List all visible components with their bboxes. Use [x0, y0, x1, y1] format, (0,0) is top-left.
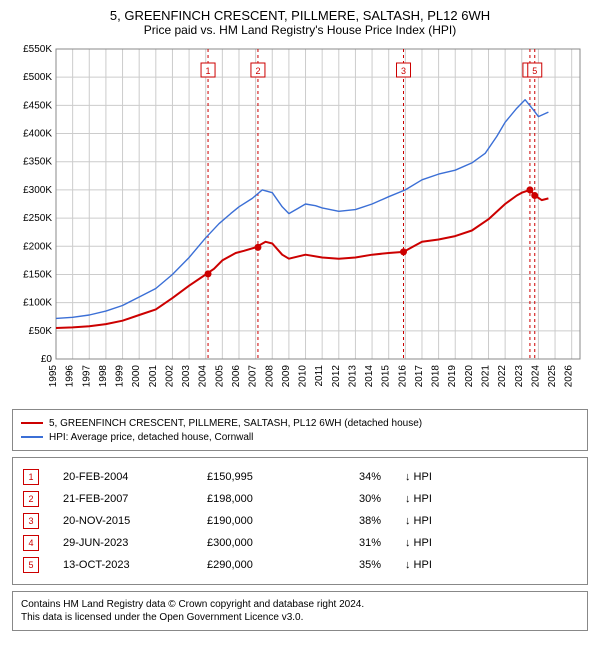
tx-price: £190,000 — [207, 515, 307, 527]
chart-svg: £0 £50K £100K £150K £200K £250K £300K £350K £400… — [12, 43, 588, 403]
transaction-row: 2 21-FEB-2007 £198,000 30% ↓ HPI — [23, 488, 577, 510]
tx-direction: ↓ HPI — [405, 493, 435, 505]
svg-text:£50K: £50K — [29, 326, 53, 337]
svg-text:2: 2 — [255, 66, 260, 76]
tx-marker: 3 — [23, 513, 39, 529]
svg-text:2012: 2012 — [331, 365, 342, 388]
tx-date: 29-JUN-2023 — [63, 537, 183, 549]
tx-direction: ↓ HPI — [405, 471, 435, 483]
transactions-table: 1 20-FEB-2004 £150,995 34% ↓ HPI 2 21-FEB-2007… — [12, 457, 588, 585]
legend-item: HPI: Average price, detached house, Corn… — [21, 430, 579, 444]
svg-text:1999: 1999 — [115, 365, 126, 388]
tx-price: £150,995 — [207, 471, 307, 483]
svg-text:2019: 2019 — [447, 365, 458, 388]
tx-date: 21-FEB-2007 — [63, 493, 183, 505]
svg-text:2016: 2016 — [397, 365, 408, 388]
svg-text:£200K: £200K — [23, 241, 52, 252]
svg-text:2001: 2001 — [148, 365, 159, 388]
tx-price: £300,000 — [207, 537, 307, 549]
svg-text:2014: 2014 — [364, 365, 375, 388]
legend-label: HPI: Average price, detached house, Corn… — [49, 432, 253, 443]
svg-text:£0: £0 — [41, 354, 53, 365]
svg-text:£150K: £150K — [23, 269, 52, 280]
svg-text:£250K: £250K — [23, 213, 52, 224]
legend-swatch — [21, 422, 43, 424]
svg-text:£450K: £450K — [23, 100, 52, 111]
svg-text:1995: 1995 — [48, 365, 59, 388]
tx-price: £198,000 — [207, 493, 307, 505]
tx-pct: 34% — [331, 471, 381, 483]
tx-direction: ↓ HPI — [405, 515, 435, 527]
svg-text:£550K: £550K — [23, 44, 52, 55]
svg-text:2020: 2020 — [464, 365, 475, 388]
svg-text:£100K: £100K — [23, 298, 52, 309]
tx-marker: 1 — [23, 469, 39, 485]
svg-text:5: 5 — [532, 66, 537, 76]
transaction-row: 3 20-NOV-2015 £190,000 38% ↓ HPI — [23, 510, 577, 532]
tx-direction: ↓ HPI — [405, 559, 435, 571]
svg-text:2009: 2009 — [281, 365, 292, 388]
svg-text:2015: 2015 — [381, 365, 392, 388]
legend: 5, GREENFINCH CRESCENT, PILLMERE, SALTAS… — [12, 409, 588, 451]
svg-text:2000: 2000 — [131, 365, 142, 388]
svg-text:2011: 2011 — [314, 365, 325, 387]
svg-text:2024: 2024 — [530, 365, 541, 388]
tx-marker: 5 — [23, 557, 39, 573]
transaction-row: 5 13-OCT-2023 £290,000 35% ↓ HPI — [23, 554, 577, 576]
svg-text:1997: 1997 — [81, 365, 92, 388]
footer-attribution: Contains HM Land Registry data © Crown c… — [12, 591, 588, 631]
svg-text:£500K: £500K — [23, 72, 52, 83]
tx-pct: 38% — [331, 515, 381, 527]
footer-line-2: This data is licensed under the Open Gov… — [21, 611, 579, 624]
transaction-row: 4 29-JUN-2023 £300,000 31% ↓ HPI — [23, 532, 577, 554]
tx-marker: 2 — [23, 491, 39, 507]
svg-text:£300K: £300K — [23, 185, 52, 196]
tx-pct: 31% — [331, 537, 381, 549]
svg-text:2025: 2025 — [547, 365, 558, 388]
svg-text:2022: 2022 — [497, 365, 508, 388]
svg-text:1998: 1998 — [98, 365, 109, 388]
svg-text:3: 3 — [401, 66, 406, 76]
svg-text:2006: 2006 — [231, 365, 242, 388]
svg-text:2013: 2013 — [347, 365, 358, 388]
svg-text:2018: 2018 — [431, 365, 442, 388]
svg-text:2021: 2021 — [481, 365, 492, 388]
svg-text:2004: 2004 — [198, 365, 209, 388]
svg-text:2005: 2005 — [214, 365, 225, 388]
legend-swatch — [21, 436, 43, 438]
tx-date: 20-FEB-2004 — [63, 471, 183, 483]
svg-text:2002: 2002 — [164, 365, 175, 388]
page: 5, GREENFINCH CRESCENT, PILLMERE, SALTAS… — [0, 0, 600, 639]
title-address: 5, GREENFINCH CRESCENT, PILLMERE, SALTAS… — [12, 8, 588, 23]
svg-text:1996: 1996 — [65, 365, 76, 388]
svg-text:2026: 2026 — [564, 365, 575, 388]
svg-text:2010: 2010 — [298, 365, 309, 388]
legend-item: 5, GREENFINCH CRESCENT, PILLMERE, SALTAS… — [21, 416, 579, 430]
tx-date: 20-NOV-2015 — [63, 515, 183, 527]
svg-text:1: 1 — [206, 66, 211, 76]
tx-direction: ↓ HPI — [405, 537, 435, 549]
svg-text:2023: 2023 — [514, 365, 525, 388]
title-subtitle: Price paid vs. HM Land Registry's House … — [12, 23, 588, 37]
tx-price: £290,000 — [207, 559, 307, 571]
svg-text:£350K: £350K — [23, 157, 52, 168]
tx-pct: 35% — [331, 559, 381, 571]
tx-pct: 30% — [331, 493, 381, 505]
svg-text:£400K: £400K — [23, 129, 52, 140]
legend-label: 5, GREENFINCH CRESCENT, PILLMERE, SALTAS… — [49, 418, 422, 429]
svg-text:2008: 2008 — [264, 365, 275, 388]
transaction-row: 1 20-FEB-2004 £150,995 34% ↓ HPI — [23, 466, 577, 488]
tx-marker: 4 — [23, 535, 39, 551]
svg-text:2017: 2017 — [414, 365, 425, 388]
chart: £0 £50K £100K £150K £200K £250K £300K £350K £400… — [12, 43, 588, 403]
tx-date: 13-OCT-2023 — [63, 559, 183, 571]
svg-text:2007: 2007 — [248, 365, 259, 388]
svg-text:2003: 2003 — [181, 365, 192, 388]
footer-line-1: Contains HM Land Registry data © Crown c… — [21, 598, 579, 611]
